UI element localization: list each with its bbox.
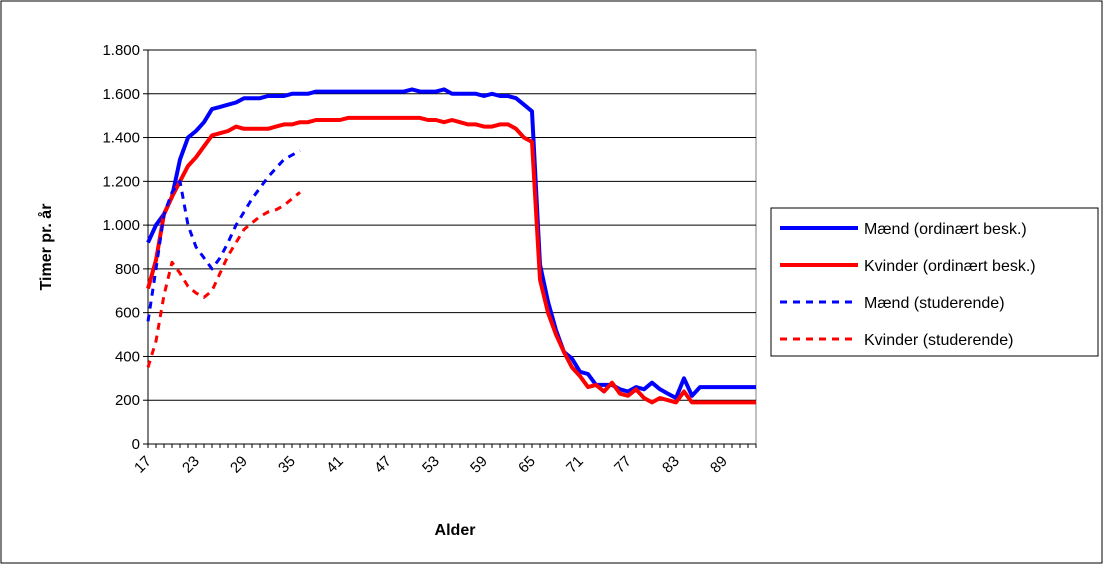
y-tick-label: 200 — [115, 392, 140, 409]
y-axis-title: Timer pr. år — [37, 204, 55, 291]
series-line-2 — [146, 149, 301, 322]
legend-label-2: Mænd (studerende) — [864, 295, 1005, 312]
y-tick-label: 1.800 — [102, 42, 140, 59]
y-tick-label: 1.400 — [102, 130, 140, 147]
y-tick-label: 1.000 — [102, 217, 140, 234]
legend-label-1: Kvinder (ordinært besk.) — [864, 258, 1036, 275]
x-axis-title: Alder — [435, 522, 476, 539]
series-line-3 — [146, 191, 301, 368]
series-line-1 — [146, 115, 756, 405]
legend: Mænd (ordinært besk.) Kvinder (ordinært b… — [770, 207, 1099, 357]
y-tick-label: 600 — [115, 305, 140, 322]
legend-label-0: Mænd (ordinært besk.) — [864, 221, 1027, 238]
y-tick-label: 0 — [132, 436, 140, 453]
plot-area — [147, 49, 757, 445]
y-tick-label: 800 — [115, 261, 140, 278]
legend-items: Mænd (ordinært besk.) Kvinder (ordinært b… — [780, 221, 1036, 349]
legend-box — [770, 207, 1099, 357]
y-tick-label: 400 — [115, 348, 140, 365]
y-tick-labels: 0 200 400 600 800 1.000 1.200 1.400 1.600 1.800 — [102, 42, 148, 453]
legend-label-3: Kvinder (studerende) — [864, 332, 1013, 349]
y-tick-label: 1.600 — [102, 86, 140, 103]
series-lines — [146, 87, 756, 405]
series-line-0 — [146, 87, 756, 400]
y-tick-label: 1.200 — [102, 173, 140, 190]
